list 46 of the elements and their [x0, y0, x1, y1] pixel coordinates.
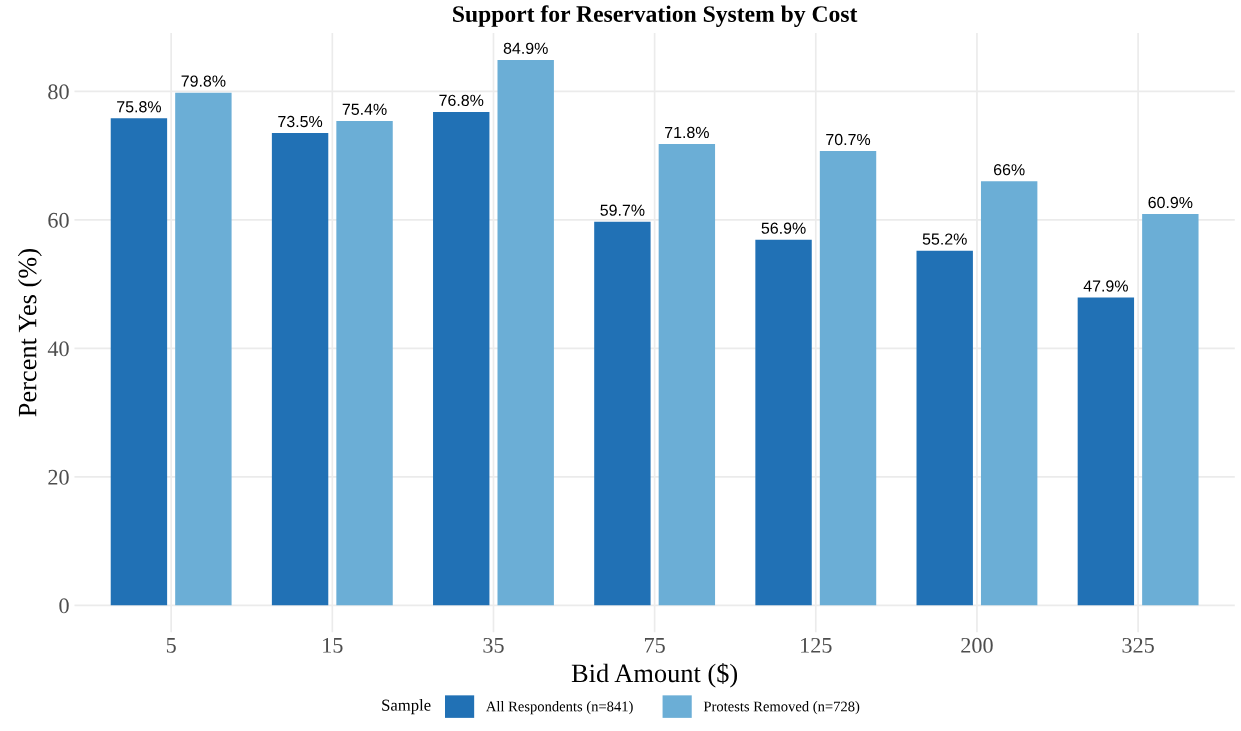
x-tick-label: 125 [801, 637, 832, 653]
chart-title: Support for Reservation System by Cost [453, 5, 858, 27]
y-tick-label: 40 [47, 341, 69, 357]
y-tick-label: 0 [59, 598, 69, 614]
bar [175, 92, 232, 606]
legend-label: Protests Removed (n=728) [703, 701, 860, 715]
data-label: 71.8% [665, 126, 709, 139]
bar [1142, 214, 1199, 606]
data-label: 76.8% [439, 94, 484, 106]
data-label: 79.8% [181, 75, 226, 87]
bar [594, 221, 651, 606]
x-axis-title: Bid Amount ($) [571, 662, 738, 688]
x-tick-label: 325 [1122, 637, 1154, 653]
legend-title: Sample [382, 699, 431, 715]
bar [980, 181, 1038, 606]
data-label: 73.5% [278, 115, 323, 128]
x-tick-label: 75 [644, 638, 665, 653]
bar [819, 151, 877, 606]
x-tick-label: 15 [323, 637, 343, 653]
data-label: 75.8% [117, 101, 161, 113]
data-label: 56.9% [761, 222, 806, 234]
legend-label: All Respondents (n=841) [485, 701, 633, 715]
y-tick-label: 80 [48, 84, 69, 100]
x-tick-label: 200 [961, 637, 993, 653]
y-tick-label: 60 [48, 212, 69, 228]
bar [755, 239, 812, 606]
data-label: 60.9% [1148, 196, 1193, 209]
y-axis-title: Percent Yes (%) [17, 249, 42, 417]
bar [497, 59, 554, 606]
bar [916, 250, 973, 606]
bar [658, 144, 716, 606]
x-tick-label: 35 [483, 637, 504, 653]
data-label: 47.9% [1083, 280, 1128, 292]
bar [433, 111, 490, 606]
bar [336, 120, 393, 606]
x-tick-label: 5 [166, 638, 176, 653]
y-tick-label: 20 [48, 469, 69, 485]
data-label: 59.7% [600, 204, 645, 216]
bar [110, 118, 168, 606]
data-label: 66% [994, 164, 1025, 176]
data-label: 70.7% [826, 133, 871, 146]
bar [271, 133, 329, 606]
data-label: 75.4% [342, 103, 387, 115]
bar [1077, 297, 1135, 606]
data-label: 84.9% [503, 42, 548, 54]
data-label: 55.2% [922, 233, 967, 245]
